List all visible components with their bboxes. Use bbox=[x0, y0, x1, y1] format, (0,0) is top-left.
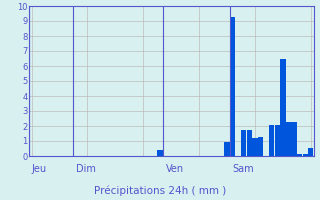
Bar bbox=[252, 138, 258, 156]
Bar bbox=[297, 154, 302, 156]
Bar bbox=[280, 58, 285, 156]
Bar bbox=[241, 130, 246, 156]
Text: Dim: Dim bbox=[76, 164, 96, 174]
Bar bbox=[258, 136, 263, 156]
Text: Sam: Sam bbox=[233, 164, 254, 174]
Bar bbox=[230, 17, 235, 156]
Bar bbox=[157, 150, 163, 156]
Bar bbox=[224, 142, 230, 156]
Bar bbox=[303, 154, 308, 156]
Text: Ven: Ven bbox=[166, 164, 184, 174]
Text: Précipitations 24h ( mm ): Précipitations 24h ( mm ) bbox=[94, 186, 226, 196]
Bar bbox=[286, 121, 291, 156]
Bar bbox=[308, 148, 314, 156]
Text: Jeu: Jeu bbox=[32, 164, 47, 174]
Bar bbox=[275, 124, 280, 156]
Bar bbox=[269, 124, 274, 156]
Bar bbox=[247, 130, 252, 156]
Bar bbox=[292, 121, 297, 156]
